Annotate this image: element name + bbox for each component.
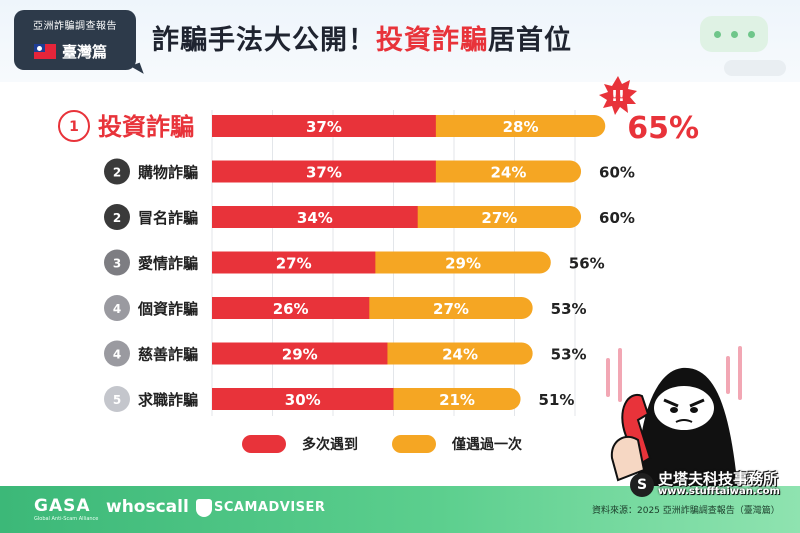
footer: GASA Global Anti-Scam Alliance whoscall … [0, 486, 800, 533]
bar-label-once: 27% [433, 300, 469, 318]
bar-label-once: 29% [445, 255, 481, 273]
rank-label: 4 [113, 302, 121, 316]
bar-frequent [212, 115, 436, 137]
bar-once [405, 206, 582, 228]
rank-label: 4 [113, 348, 121, 362]
category-label: 慈善詐騙 [138, 346, 198, 364]
chat-bubble-icon [700, 16, 768, 52]
rank-label: 1 [69, 119, 79, 135]
rank-badge [104, 249, 130, 276]
chart-row: 5 求職詐騙 30% 21% 51% [104, 386, 574, 412]
category-label: 愛情詐騙 [138, 255, 198, 273]
taiwan-flag-icon [34, 44, 56, 59]
alert-mark: !! [611, 87, 625, 105]
report-region-row: 臺灣篇 [14, 38, 136, 64]
chart-row: 3 愛情詐騙 27% 29% 56% [104, 249, 605, 276]
gasa-tagline: Global Anti-Scam Alliance [34, 516, 99, 522]
chart-row: 2 購物詐騙 37% 24% 60% [104, 158, 635, 185]
bar-once [363, 251, 551, 274]
gasa-logo: GASA [34, 496, 91, 516]
chart-row: 4 慈善詐騙 29% 24% 53% [104, 340, 587, 367]
category-label: 個資詐騙 [137, 300, 198, 318]
bar-once [357, 297, 533, 319]
rank-badge [104, 158, 130, 185]
rank-label: 3 [113, 257, 121, 271]
category-label: 冒名詐騙 [138, 209, 198, 227]
scammer-illustration [606, 346, 742, 490]
chart-row: 1 投資詐騙 37% 28% 65% [58, 110, 699, 146]
bar-label-frequent: 34% [297, 209, 333, 227]
page-title: 詐騙手法大公開！投資詐騙居首位 [152, 18, 572, 57]
whoscall-logo: whoscall [106, 497, 189, 517]
total-label: 65% [627, 111, 699, 146]
rank-badge [58, 110, 90, 142]
legend-swatch-once [392, 435, 436, 453]
rank-label: 2 [113, 211, 121, 225]
total-label: 53% [551, 300, 587, 318]
bar-frequent [212, 388, 394, 410]
chart-row: 4 個資詐騙 26% 27% 53% [104, 295, 587, 321]
decorative-pill [724, 60, 786, 76]
bar-frequent [212, 160, 436, 183]
total-label: 53% [551, 346, 587, 364]
title-prefix: 詐騙手法大公開！ [152, 25, 376, 56]
bar-once [381, 388, 521, 410]
bar-frequent [212, 206, 418, 228]
title-highlight: 投資詐騙 [376, 25, 488, 56]
bar-label-once: 24% [490, 164, 526, 182]
category-label: 求職詐騙 [138, 391, 198, 409]
rank-badge [104, 340, 130, 367]
alert-burst-icon: !! [599, 76, 637, 115]
rank-badge [104, 295, 130, 321]
bar-label-once: 21% [439, 391, 475, 409]
watermark-logo: S [630, 473, 654, 497]
bar-label-frequent: 29% [282, 346, 318, 364]
category-label: 投資詐騙 [98, 113, 194, 141]
bar-label-once: 24% [442, 346, 478, 364]
chart-row: 2 冒名詐騙 34% 27% 60% [104, 204, 635, 230]
bar-once [375, 342, 533, 365]
bar-frequent [212, 342, 388, 365]
legend-label-once: 僅遇過一次 [452, 437, 522, 453]
report-badge: 亞洲詐騙調查報告 臺灣篇 [14, 10, 136, 70]
bar-frequent [212, 251, 376, 274]
rank-badge [104, 386, 130, 412]
report-title: 亞洲詐騙調查報告 [33, 21, 117, 32]
scamadviser-logo: SCAMADVISER [214, 500, 326, 515]
bar-frequent [212, 297, 370, 319]
rank-badge [104, 204, 130, 230]
chart-legend: 多次遇到 僅遇過一次 [242, 432, 572, 456]
total-label: 60% [599, 164, 635, 182]
rank-label: 2 [113, 166, 121, 180]
total-label: 60% [599, 209, 635, 227]
bar-label-once: 28% [503, 118, 539, 136]
bar-label-frequent: 27% [276, 255, 312, 273]
title-suffix: 居首位 [488, 25, 572, 56]
total-label: 51% [539, 391, 575, 409]
watermark-name: 史塔夫科技事務所 [658, 470, 779, 488]
data-source: 資料來源：2025 亞洲詐騙調查報告（臺灣篇） [592, 506, 780, 516]
rank-label: 5 [113, 393, 121, 407]
legend-swatch-frequent [242, 435, 286, 453]
bar-label-once: 27% [481, 209, 517, 227]
total-label: 56% [569, 255, 605, 273]
bar-once [423, 115, 606, 137]
shield-icon [196, 499, 212, 517]
bar-label-frequent: 30% [285, 391, 321, 409]
report-region: 臺灣篇 [62, 43, 108, 61]
watermark-url: www.stufftaiwan.com [658, 486, 780, 497]
bar-once [423, 160, 582, 183]
legend-label-frequent: 多次遇到 [302, 437, 358, 453]
bar-label-frequent: 26% [273, 300, 309, 318]
category-label: 購物詐騙 [137, 164, 198, 182]
bar-label-frequent: 37% [306, 164, 342, 182]
bar-label-frequent: 37% [306, 118, 342, 136]
